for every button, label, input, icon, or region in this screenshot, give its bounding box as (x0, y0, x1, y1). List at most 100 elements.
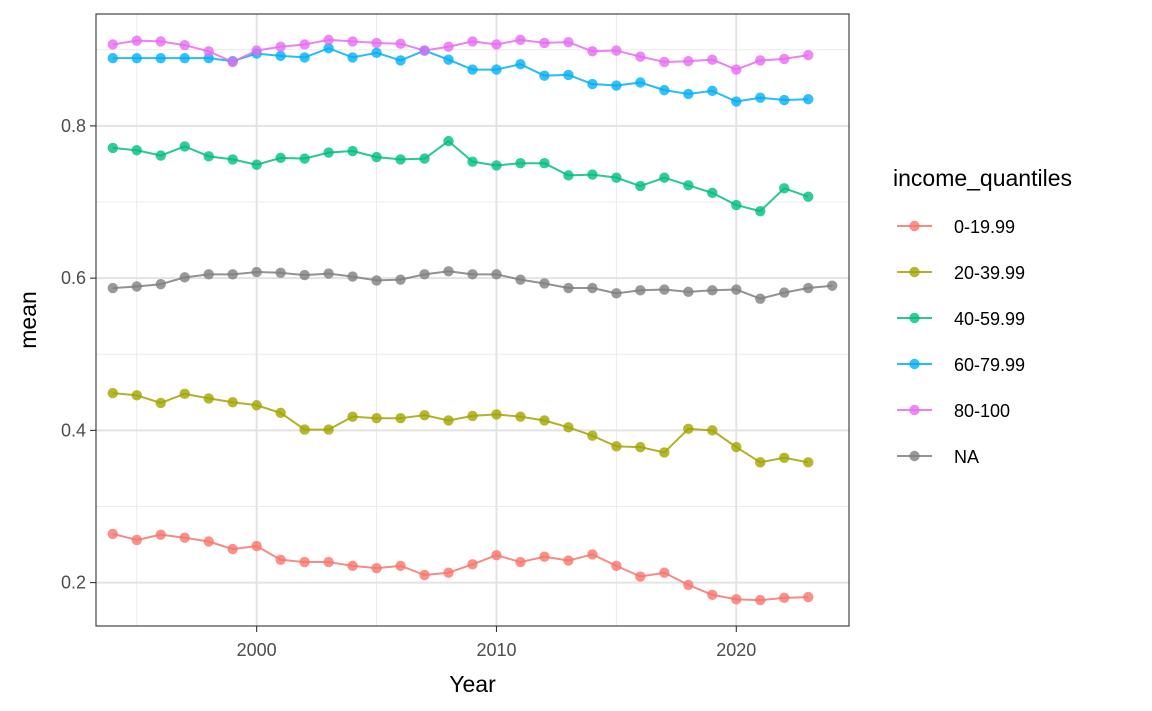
data-point-na (491, 269, 502, 280)
data-point-0-19-99 (587, 549, 598, 560)
data-point-0-19-99 (515, 556, 526, 568)
data-point-60-79-99 (563, 69, 574, 81)
data-point-60-79-99 (515, 59, 526, 70)
data-point-80-100 (323, 34, 334, 46)
data-point-0-19-99 (179, 532, 190, 543)
data-point-60-79-99 (683, 88, 694, 100)
data-point-80-100 (611, 45, 622, 56)
legend-label: 0-19.99 (954, 217, 1015, 237)
data-point-80-100 (275, 41, 286, 52)
data-point-60-79-99 (275, 50, 286, 62)
data-point-20-39-99 (275, 407, 286, 419)
data-point-na (731, 284, 742, 295)
data-point-0-19-99 (683, 579, 694, 591)
data-point-40-59-99 (203, 151, 214, 162)
legend-item-0-19-99: 0-19.99 (897, 217, 1015, 237)
data-point-20-39-99 (419, 409, 430, 421)
axes: 2000 2010 2020 0.2 0.4 0.6 0.8 (61, 116, 756, 660)
data-point-80-100 (155, 36, 166, 47)
data-point-40-59-99 (347, 145, 358, 157)
data-point-na (227, 269, 238, 280)
data-point-20-39-99 (347, 411, 358, 422)
data-point-0-19-99 (563, 555, 574, 566)
data-point-0-19-99 (491, 550, 502, 561)
data-point-40-59-99 (803, 191, 814, 202)
data-point-na (347, 271, 358, 282)
data-point-60-79-99 (467, 64, 478, 75)
data-point-80-100 (587, 46, 598, 57)
data-point-na (299, 269, 310, 281)
data-point-20-39-99 (659, 447, 670, 458)
data-point-80-100 (659, 56, 670, 68)
data-point-na (539, 278, 550, 289)
data-point-na (107, 282, 118, 294)
data-point-60-79-99 (731, 96, 742, 107)
data-point-40-59-99 (131, 145, 142, 156)
data-point-60-79-99 (491, 64, 502, 75)
data-point-40-59-99 (107, 142, 118, 154)
data-point-60-79-99 (347, 52, 358, 63)
data-point-0-19-99 (707, 589, 718, 600)
data-point-40-59-99 (467, 156, 478, 167)
legend-key-point (909, 220, 920, 232)
data-point-60-79-99 (155, 52, 166, 64)
data-point-20-39-99 (131, 390, 142, 401)
data-point-40-59-99 (419, 153, 430, 164)
data-point-80-100 (443, 41, 454, 52)
data-point-0-19-99 (131, 534, 142, 546)
data-point-80-100 (731, 64, 742, 75)
data-point-40-59-99 (179, 141, 190, 152)
data-point-20-39-99 (251, 400, 262, 411)
legend-label: 80-100 (954, 401, 1010, 421)
data-point-40-59-99 (707, 187, 718, 199)
data-point-na (587, 282, 598, 294)
data-point-20-39-99 (707, 425, 718, 436)
data-point-80-100 (203, 46, 214, 57)
data-point-0-19-99 (755, 594, 766, 606)
data-point-40-59-99 (275, 152, 286, 164)
data-point-60-79-99 (659, 84, 670, 96)
data-point-20-39-99 (443, 415, 454, 426)
data-point-20-39-99 (731, 441, 742, 453)
data-point-80-100 (539, 37, 550, 49)
data-point-40-59-99 (515, 157, 526, 169)
data-point-60-79-99 (635, 77, 646, 88)
data-point-0-19-99 (731, 594, 742, 605)
series-points (107, 34, 838, 606)
data-point-20-39-99 (683, 423, 694, 435)
y-axis-title: mean (15, 291, 41, 349)
data-point-0-19-99 (419, 569, 430, 581)
data-point-60-79-99 (611, 80, 622, 91)
data-point-20-39-99 (227, 397, 238, 408)
data-point-40-59-99 (299, 153, 310, 164)
legend-label: 60-79.99 (954, 355, 1025, 375)
data-point-20-39-99 (563, 422, 574, 433)
data-point-0-19-99 (107, 528, 118, 540)
data-point-na (515, 274, 526, 285)
legend-key-point (909, 404, 920, 416)
legend-label: NA (954, 447, 979, 467)
data-point-40-59-99 (587, 169, 598, 180)
data-point-20-39-99 (371, 412, 382, 424)
data-point-na (251, 266, 262, 278)
data-point-80-100 (563, 36, 574, 48)
data-point-na (323, 268, 334, 279)
legend-key-point (909, 312, 920, 324)
data-point-20-39-99 (611, 441, 622, 452)
data-point-20-39-99 (755, 457, 766, 468)
data-point-0-19-99 (803, 591, 814, 603)
data-point-0-19-99 (539, 551, 550, 562)
data-point-80-100 (227, 56, 238, 68)
data-point-0-19-99 (659, 567, 670, 578)
data-point-80-100 (251, 45, 262, 56)
data-point-40-59-99 (395, 154, 406, 165)
data-point-60-79-99 (323, 43, 334, 54)
data-point-0-19-99 (443, 567, 454, 578)
data-point-60-79-99 (587, 78, 598, 90)
plot-panel-border (95, 13, 850, 627)
data-point-40-59-99 (659, 172, 670, 183)
data-point-na (635, 285, 646, 296)
data-point-60-79-99 (395, 55, 406, 66)
y-tick-label: 0.2 (61, 573, 86, 593)
